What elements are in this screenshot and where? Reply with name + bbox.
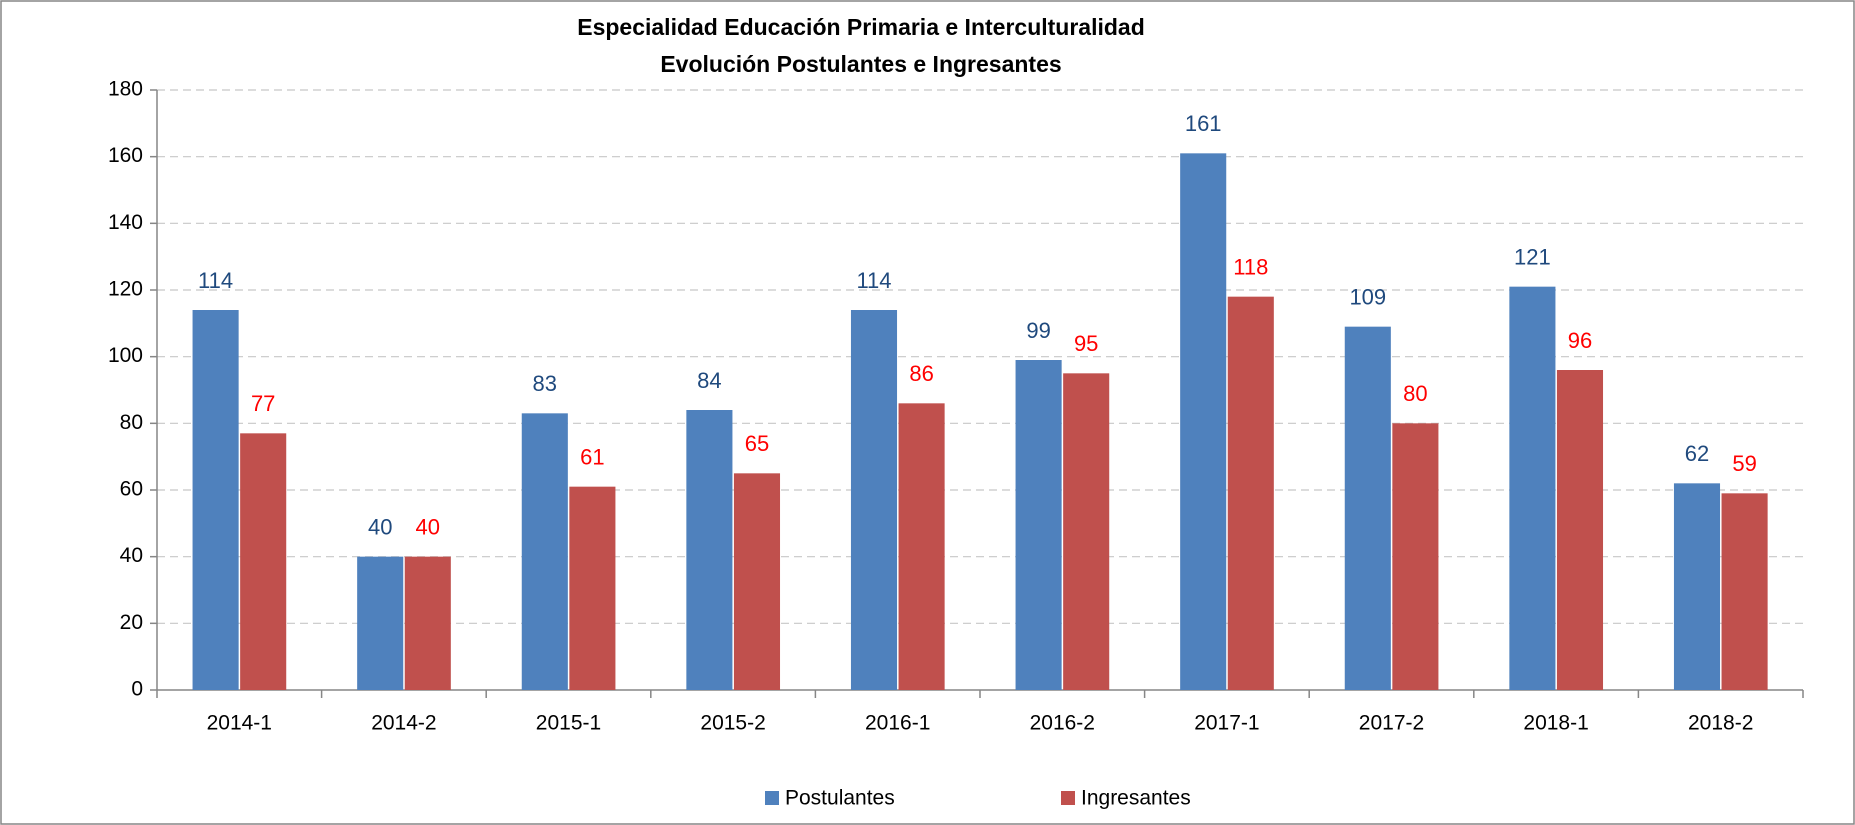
bar (1180, 153, 1227, 691)
bar (733, 473, 781, 690)
bar (1392, 423, 1439, 690)
bar (404, 556, 451, 690)
y-tick-label: 120 (108, 278, 143, 301)
value-label: 161 (1185, 111, 1222, 136)
x-tick-label: 2016-1 (865, 712, 930, 735)
bar (686, 410, 733, 690)
y-tick-label: 180 (108, 78, 143, 101)
value-label: 61 (580, 444, 604, 469)
y-tick-label: 60 (120, 478, 143, 501)
value-label: 121 (1514, 244, 1551, 269)
value-label: 40 (416, 514, 440, 539)
bar (1556, 370, 1604, 690)
bar (1673, 483, 1721, 690)
y-tick-label: 100 (108, 344, 143, 367)
legend-swatch (1061, 791, 1075, 805)
value-label: 118 (1233, 254, 1268, 279)
y-tick-label: 20 (120, 611, 143, 634)
x-tick-label: 2016-2 (1030, 712, 1095, 735)
x-tick-label: 2015-1 (536, 712, 601, 735)
legend-label: Ingresantes (1081, 787, 1191, 810)
value-label: 65 (745, 431, 769, 456)
bar (850, 310, 898, 690)
bar (240, 433, 287, 690)
value-label: 109 (1349, 284, 1386, 309)
chart-title: Especialidad Educación Primaria e Interc… (577, 14, 1145, 40)
x-tick-label: 2018-1 (1523, 712, 1588, 735)
x-tick-label: 2017-2 (1359, 712, 1424, 735)
value-label: 80 (1403, 381, 1427, 406)
x-tick-label: 2014-2 (371, 712, 436, 735)
chart-subtitle: Evolución Postulantes e Ingresantes (660, 51, 1061, 77)
x-tick-label: 2017-1 (1194, 712, 1259, 735)
bar (898, 403, 945, 690)
y-tick-label: 160 (108, 144, 143, 167)
value-label: 95 (1074, 331, 1098, 356)
y-tick-label: 40 (120, 544, 143, 567)
y-tick-label: 140 (108, 211, 143, 234)
value-label: 59 (1732, 451, 1756, 476)
value-label: 84 (697, 368, 721, 393)
bar (1015, 360, 1062, 690)
bar (521, 413, 568, 690)
value-label: 86 (909, 361, 933, 386)
legend-swatch (765, 791, 779, 805)
y-tick-label: 0 (131, 678, 143, 701)
value-label: 114 (198, 268, 233, 293)
bar (357, 556, 404, 690)
value-label: 83 (533, 371, 557, 396)
bar (1721, 493, 1768, 690)
value-label: 62 (1685, 441, 1709, 466)
value-label: 96 (1568, 328, 1592, 353)
bar (192, 310, 239, 690)
bar (1509, 286, 1556, 690)
x-tick-label: 2015-2 (700, 712, 765, 735)
bar (1063, 373, 1110, 690)
bar (569, 486, 616, 690)
x-tick-label: 2014-1 (207, 712, 272, 735)
y-tick-label: 80 (120, 411, 143, 434)
bar (1344, 326, 1391, 690)
x-tick-label: 2018-2 (1688, 712, 1753, 735)
value-label: 114 (856, 268, 891, 293)
value-label: 40 (368, 514, 392, 539)
bar (1227, 296, 1274, 690)
value-label: 77 (251, 391, 275, 416)
value-label: 99 (1026, 318, 1050, 343)
legend-label: Postulantes (785, 787, 895, 810)
